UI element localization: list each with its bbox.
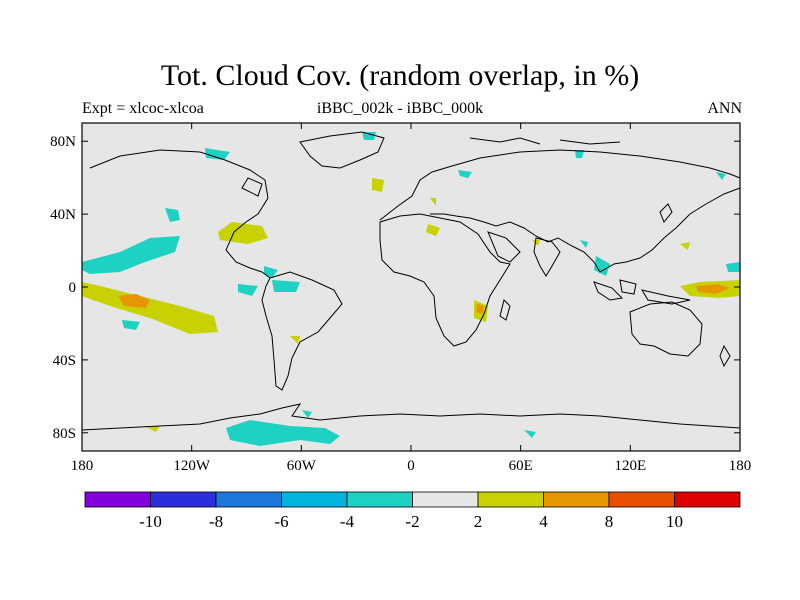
lon-tick-label: 60W xyxy=(287,458,317,474)
lat-tick-label: 80S xyxy=(53,426,76,442)
plot-title: Tot. Cloud Cov. (random overlap, in %) xyxy=(160,59,640,92)
colorbar-label: -10 xyxy=(139,512,162,531)
colorbar-swatch xyxy=(215,491,282,508)
colorbar-swatch xyxy=(84,491,151,508)
negative-anomaly-regions xyxy=(82,132,740,446)
longitude-axis: 180 120W 60W 0 60E 120E 180 xyxy=(71,123,752,474)
colorbar-swatch xyxy=(477,491,544,508)
colorbar-label: -4 xyxy=(340,512,355,531)
colorbar-label: 4 xyxy=(539,512,548,531)
colorbar-label: -8 xyxy=(209,512,223,531)
lon-tick-label: 120E xyxy=(614,458,646,474)
strong-positive-anomaly-regions xyxy=(118,284,730,314)
season-label: ANN xyxy=(707,100,742,117)
lat-tick-label: 40N xyxy=(50,207,76,223)
colorbar-label: -2 xyxy=(405,512,419,531)
colorbar-swatch xyxy=(412,491,479,508)
colorbar-swatch xyxy=(674,491,741,508)
colorbar-swatch xyxy=(150,491,217,508)
experiment-label: Expt = xlcoc-xlcoa xyxy=(82,100,204,117)
lon-tick-label: 180 xyxy=(729,458,752,474)
lon-tick-label: 120W xyxy=(173,458,211,474)
map-background xyxy=(82,123,740,451)
colorbar: -10 -8 -6 -4 -2 2 4 8 10 xyxy=(84,491,741,531)
colorbar-swatch xyxy=(281,491,348,508)
lon-tick-label: 0 xyxy=(407,458,415,474)
lat-tick-label: 40S xyxy=(53,353,76,369)
coastlines xyxy=(81,131,741,431)
colorbar-label: 2 xyxy=(474,512,483,531)
latitude-axis: 80N 40N 0 40S 80S xyxy=(50,134,740,442)
colorbar-label: 8 xyxy=(605,512,614,531)
colorbar-swatch xyxy=(346,491,413,508)
lat-tick-label: 0 xyxy=(69,280,77,296)
colorbar-label: 10 xyxy=(666,512,683,531)
colorbar-label: -6 xyxy=(274,512,288,531)
difference-label: iBBC_002k - iBBC_000k xyxy=(316,100,484,117)
colorbar-swatch xyxy=(543,491,610,508)
lon-tick-label: 180 xyxy=(71,458,94,474)
lat-tick-label: 80N xyxy=(50,134,76,150)
lon-tick-label: 60E xyxy=(509,458,533,474)
colorbar-swatch xyxy=(608,491,675,508)
